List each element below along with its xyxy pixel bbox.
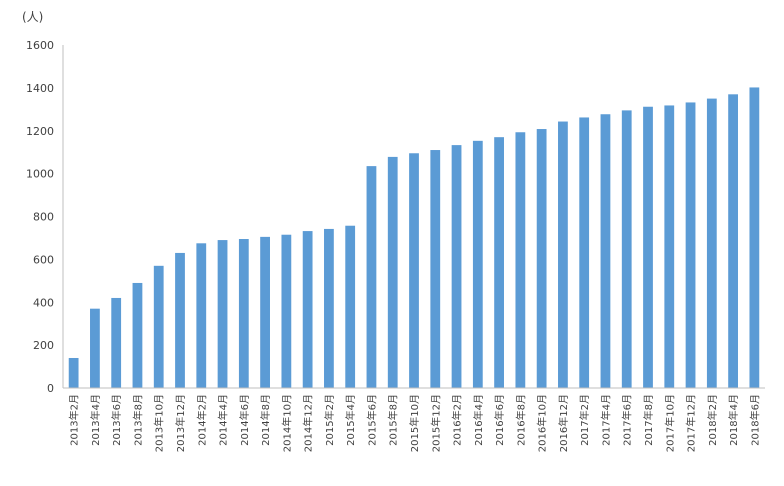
x-tick-label: 2013年4月 (89, 394, 102, 446)
bar (260, 236, 270, 388)
bar (324, 228, 334, 388)
x-tick-label: 2014年2月 (195, 394, 208, 446)
bar (281, 234, 292, 388)
x-tick-label: 2017年12月 (685, 394, 698, 452)
x-tick-label: 2016年6月 (493, 394, 506, 446)
bar (451, 145, 462, 388)
x-tick-label: 2015年6月 (365, 394, 378, 446)
bar (536, 129, 547, 389)
y-tick-label: 800 (33, 211, 54, 224)
bar (366, 166, 377, 388)
bar (643, 106, 653, 389)
bar (706, 98, 717, 388)
bar (579, 117, 590, 389)
bar (196, 243, 207, 388)
bar (472, 140, 483, 388)
y-tick-label: 1200 (26, 125, 54, 138)
x-tick-label: 2017年8月 (642, 394, 655, 446)
y-tick-label: 1600 (26, 39, 54, 52)
x-tick-label: 2014年12月 (302, 394, 315, 452)
bar (664, 105, 675, 388)
x-tick-label: 2014年8月 (259, 394, 272, 446)
x-tick-label: 2018年4月 (727, 394, 740, 446)
bar (621, 110, 632, 388)
y-axis-ticks: 0 200 400 600 800 1000 1200 1400 1600 (26, 39, 54, 395)
bar (153, 265, 164, 388)
x-tick-label: 2017年6月 (621, 394, 634, 446)
x-tick-label: 2013年2月 (68, 394, 81, 446)
x-tick-label: 2017年10月 (663, 394, 676, 452)
bar (494, 137, 504, 388)
x-tick-label: 2016年12月 (557, 394, 570, 452)
bar (345, 225, 356, 388)
x-tick-label: 2016年2月 (451, 394, 464, 446)
x-tick-label: 2014年6月 (238, 394, 251, 446)
y-tick-label: 200 (33, 339, 54, 352)
x-tick-label: 2015年4月 (344, 394, 357, 446)
x-tick-label: 2013年12月 (174, 394, 187, 452)
x-tick-label: 2016年8月 (514, 394, 527, 446)
bar (387, 156, 398, 388)
bar (132, 282, 143, 388)
bar (238, 239, 249, 388)
y-tick-label: 600 (33, 253, 54, 266)
bar (685, 102, 696, 388)
x-tick-label: 2016年4月 (472, 394, 485, 446)
bar (558, 121, 568, 388)
bar (111, 297, 122, 388)
x-tick-label: 2017年4月 (599, 394, 612, 446)
bar (217, 240, 228, 388)
bars (68, 87, 760, 389)
bar (600, 114, 611, 389)
x-tick-label: 2013年8月 (131, 394, 144, 446)
bar (515, 132, 526, 388)
bar (430, 150, 441, 388)
x-tick-label: 2014年4月 (217, 394, 230, 446)
axes (62, 45, 765, 389)
bar (749, 87, 760, 388)
x-tick-label: 2013年10月 (153, 394, 166, 452)
y-axis-unit-label: (人) (22, 10, 43, 24)
x-tick-label: 2018年6月 (748, 394, 761, 446)
y-tick-label: 1000 (26, 168, 54, 181)
x-tick-label: 2015年8月 (387, 394, 400, 446)
bar (409, 153, 419, 388)
bar (728, 94, 738, 388)
x-axis-labels: 2013年2月 2013年4月 2013年6月 2013年8月 2013年10月 2013… (68, 394, 762, 452)
x-tick-label: 2015年10月 (408, 394, 421, 452)
y-tick-label: 1400 (26, 82, 54, 95)
x-tick-label: 2018年2月 (706, 394, 719, 446)
bar (68, 357, 79, 388)
bar (302, 231, 313, 388)
bar (90, 308, 100, 388)
x-tick-label: 2015年2月 (323, 394, 336, 446)
x-tick-label: 2013年6月 (110, 394, 123, 446)
x-tick-label: 2016年10月 (536, 394, 549, 452)
bar (175, 252, 185, 388)
x-tick-label: 2017年2月 (578, 394, 591, 446)
y-tick-label: 400 (33, 296, 54, 309)
y-tick-label: 0 (47, 382, 54, 395)
x-tick-label: 2015年12月 (429, 394, 442, 452)
x-tick-label: 2014年10月 (280, 394, 293, 452)
